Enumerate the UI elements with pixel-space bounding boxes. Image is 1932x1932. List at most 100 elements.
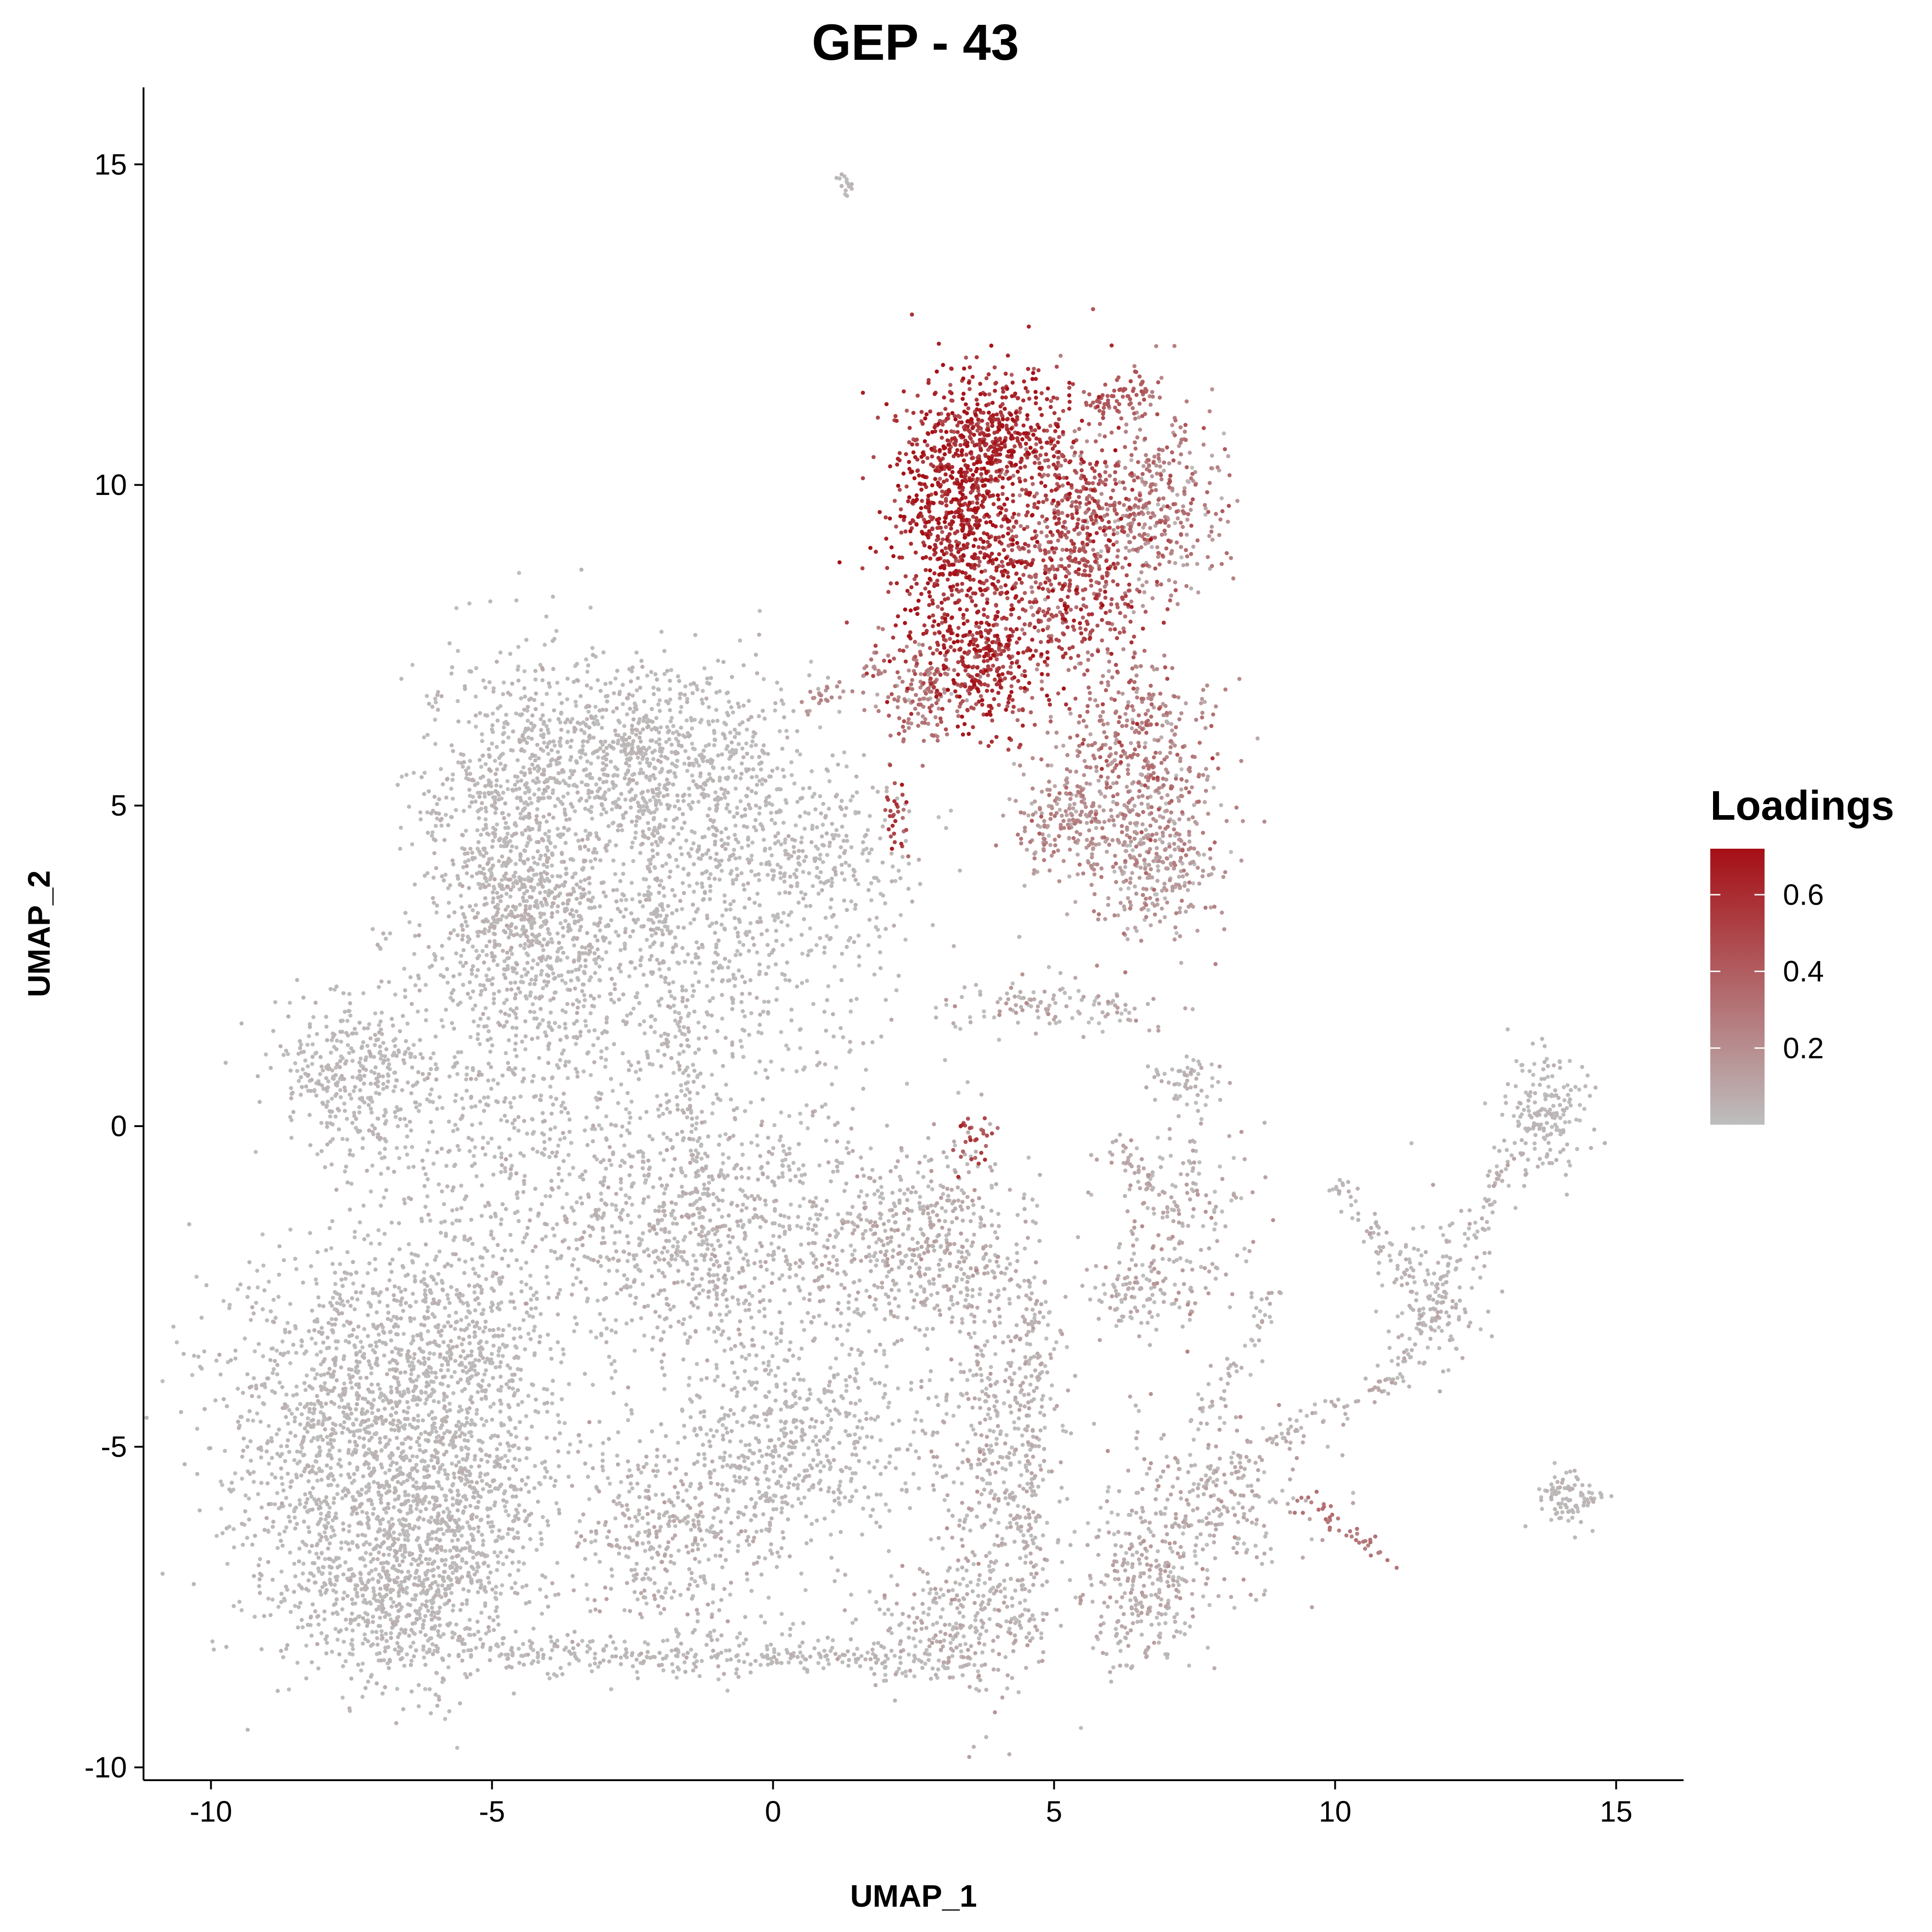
scatter-point: [818, 725, 822, 730]
scatter-point: [583, 752, 588, 757]
scatter-point: [288, 1000, 292, 1005]
scatter-point: [737, 1248, 742, 1253]
scatter-point: [498, 650, 503, 655]
scatter-point: [643, 1640, 647, 1644]
scatter-point: [361, 1662, 365, 1666]
scatter-point: [1220, 1209, 1225, 1214]
scatter-point: [996, 1288, 1000, 1293]
scatter-point: [517, 1503, 521, 1507]
scatter-point: [503, 1169, 507, 1173]
scatter-point: [489, 1436, 493, 1440]
scatter-point: [448, 995, 453, 1000]
scatter-point: [417, 1578, 422, 1582]
scatter-point: [1141, 1273, 1145, 1278]
scatter-point: [811, 1002, 816, 1006]
scatter-point: [386, 1645, 391, 1650]
scatter-point: [412, 770, 416, 775]
scatter-point: [821, 860, 825, 864]
scatter-point: [1170, 1183, 1175, 1187]
scatter-point: [319, 1121, 324, 1125]
scatter-point: [494, 1591, 498, 1595]
scatter-point: [470, 972, 474, 976]
scatter-point: [965, 1378, 970, 1382]
scatter-point: [547, 829, 552, 834]
scatter-point: [714, 707, 719, 712]
scatter-point: [410, 1360, 414, 1365]
scatter-point: [463, 1672, 467, 1676]
scatter-point: [669, 1649, 674, 1653]
scatter-point: [267, 1461, 271, 1466]
scatter-point: [607, 839, 612, 844]
scatter-point: [878, 1216, 883, 1220]
scatter-point: [1105, 1489, 1110, 1494]
scatter-point: [643, 1549, 647, 1553]
scatter-point: [1130, 1583, 1135, 1587]
scatter-point: [341, 1639, 346, 1644]
scatter-point: [696, 1542, 700, 1547]
scatter-point: [886, 1405, 891, 1409]
scatter-point: [1543, 1137, 1547, 1141]
scatter-point: [779, 920, 784, 924]
scatter-point: [414, 1300, 418, 1304]
scatter-point: [465, 924, 469, 928]
scatter-point: [360, 1695, 365, 1699]
scatter-point: [479, 1582, 483, 1587]
scatter-point: [1298, 1409, 1303, 1413]
scatter-point: [289, 1136, 294, 1140]
scatter-point: [399, 1580, 403, 1584]
scatter-point: [450, 1630, 454, 1635]
scatter-point: [1000, 1536, 1005, 1541]
scatter-point: [996, 1264, 1000, 1269]
scatter-point: [633, 1070, 638, 1074]
scatter-point: [454, 1430, 458, 1435]
scatter-point: [671, 1244, 675, 1248]
scatter-point: [798, 1377, 802, 1382]
scatter-point: [553, 1125, 558, 1130]
scatter-point: [690, 1399, 694, 1404]
scatter-point: [160, 1379, 165, 1384]
scatter-point: [874, 1600, 879, 1604]
scatter-point: [736, 1298, 740, 1302]
scatter-point: [510, 1527, 515, 1532]
scatter-point: [334, 1346, 339, 1351]
scatter-point: [1026, 1156, 1031, 1160]
scatter-point: [691, 746, 696, 751]
scatter-point: [608, 681, 613, 685]
scatter-point: [989, 1443, 993, 1448]
scatter-point: [656, 1107, 661, 1112]
scatter-point: [644, 1178, 648, 1182]
scatter-point: [284, 1392, 289, 1397]
scatter-point: [604, 1046, 609, 1051]
scatter-point: [368, 1363, 372, 1367]
scatter-point: [1210, 1076, 1214, 1081]
scatter-point: [385, 1058, 390, 1062]
scatter-point: [1046, 965, 1051, 969]
scatter-point: [691, 1063, 696, 1067]
scatter-point: [949, 1640, 953, 1645]
scatter-point: [567, 1382, 571, 1386]
scatter-point: [465, 1520, 470, 1524]
scatter-point: [776, 1437, 781, 1442]
scatter-point: [715, 1374, 720, 1379]
scatter-point: [298, 1502, 302, 1506]
scatter-point: [434, 1282, 439, 1286]
scatter-point: [627, 1121, 632, 1125]
scatter-point: [329, 1097, 334, 1101]
scatter-point: [587, 795, 592, 799]
scatter-point: [1135, 1446, 1139, 1450]
scatter-point: [565, 697, 569, 702]
scatter-point: [344, 1659, 348, 1663]
scatter-point: [921, 1175, 926, 1179]
scatter-point: [514, 845, 519, 850]
scatter-point: [1524, 1090, 1528, 1095]
scatter-point: [603, 1064, 608, 1069]
scatter-point: [766, 1363, 771, 1368]
scatter-point: [752, 825, 756, 829]
scatter-point: [881, 1395, 886, 1400]
scatter-point: [981, 1257, 986, 1261]
scatter-point: [779, 842, 783, 847]
scatter-point: [734, 774, 738, 779]
scatter-point: [361, 991, 366, 995]
scatter-point: [369, 1110, 374, 1115]
scatter-point: [721, 1152, 725, 1156]
